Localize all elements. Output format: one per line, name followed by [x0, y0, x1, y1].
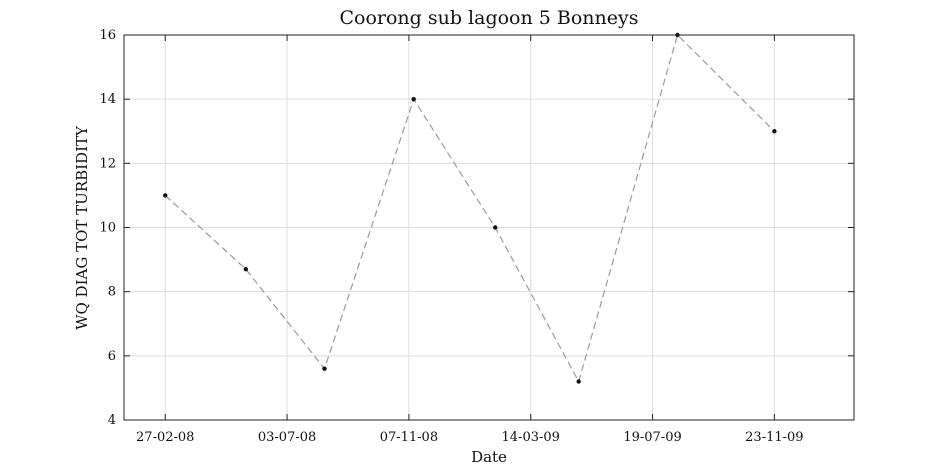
y-tick-label: 12 — [99, 156, 116, 171]
x-tick-label: 23-11-09 — [745, 430, 803, 445]
data-point — [163, 193, 168, 198]
data-point — [322, 366, 327, 371]
data-point — [411, 96, 416, 102]
y-tick-label: 6 — [108, 349, 116, 364]
series-line — [164, 33, 775, 384]
chart-title: Coorong sub lagoon 5 Bonneys — [339, 7, 638, 29]
x-tick-label: 27-02-08 — [136, 430, 194, 445]
x-tick-label: 19-07-09 — [623, 430, 681, 445]
grid-lines — [124, 35, 854, 420]
y-axis-label: WQ DIAG TOT TURBIDITY — [73, 125, 91, 330]
data-point — [772, 129, 777, 134]
y-tick-label: 4 — [108, 413, 116, 428]
x-tick-label: 03-07-08 — [258, 430, 316, 445]
series-layer — [163, 32, 777, 384]
y-tick-label: 16 — [99, 28, 116, 43]
data-point — [243, 267, 249, 272]
y-tick-label: 10 — [99, 221, 116, 236]
x-tick-label: 07-11-08 — [380, 430, 438, 445]
x-axis-label: Date — [471, 448, 507, 466]
axis-ticks: 4 6 8 10 12 14 16 27-02-08 03-07-08 07-11-08 14-03… — [99, 28, 854, 445]
y-tick-label: 8 — [108, 285, 116, 300]
data-point — [576, 379, 581, 384]
data-point — [493, 225, 498, 230]
y-tick-label: 14 — [99, 92, 116, 107]
x-tick-label: 14-03-09 — [502, 430, 560, 445]
